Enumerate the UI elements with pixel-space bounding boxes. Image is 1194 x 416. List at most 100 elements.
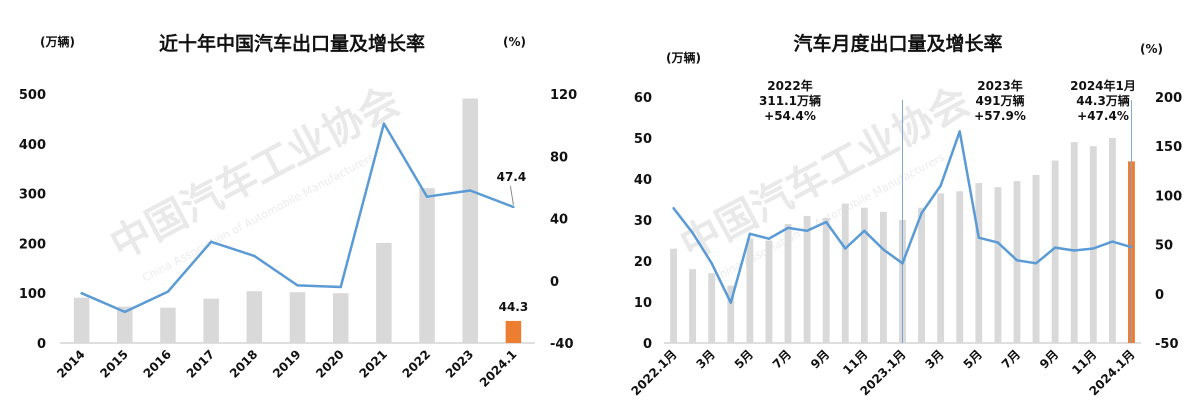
chart2-line-point-16 — [977, 236, 981, 239]
chart2-bar-2 — [708, 273, 716, 343]
chart1-line-point-9 — [469, 189, 472, 192]
chart2-annotation-0-line-0: 2022年 — [767, 78, 812, 93]
chart2-line-point-13 — [920, 211, 923, 215]
chart2-y-tick: 50 — [634, 132, 652, 147]
chart2-y-tick: 40 — [634, 173, 652, 188]
chart2-y2-tick: 150 — [1155, 140, 1182, 155]
chart2-bar-11 — [879, 211, 887, 343]
chart2-y2-tick: 0 — [1155, 288, 1164, 303]
chart1-y-tick: 300 — [19, 188, 46, 203]
chart1-line-point-6 — [339, 285, 342, 289]
chart2-annotation-0-line-2: +54.4% — [764, 109, 816, 123]
chart2-bar-17 — [994, 187, 1002, 343]
chart1-x-tick: 2014 — [54, 347, 88, 381]
chart1-line-point-10 — [512, 205, 515, 209]
chart2-y-tick: 20 — [634, 255, 652, 270]
chart1-y-tick: 100 — [19, 287, 46, 302]
chart2-y2-tick: 200 — [1155, 91, 1182, 106]
chart2-x-tick: 3月 — [694, 347, 718, 371]
chart2-line-point-12 — [901, 262, 904, 265]
chart1-line-point-1 — [123, 310, 126, 314]
chart2-bar-18 — [1013, 181, 1021, 343]
chart2-y2-tick: -50 — [1155, 337, 1179, 352]
chart2-bar-1 — [689, 269, 697, 343]
chart2-bar-10 — [860, 207, 868, 343]
chart2-y2-tick: 100 — [1155, 189, 1182, 204]
chart2-line-point-8 — [824, 220, 828, 224]
chart2-line-point-0 — [672, 206, 675, 210]
chart1-y-tick: 500 — [19, 88, 46, 103]
chart2-y-unit: (万辆) — [666, 50, 701, 65]
chart2-line-point-9 — [844, 247, 847, 250]
chart1-bar-3 — [203, 298, 219, 343]
chart2-bar-8 — [822, 217, 830, 343]
chart2-bar-6 — [784, 224, 792, 343]
chart1-bar-annotation: 44.3 — [499, 300, 529, 314]
chart2-line-point-14 — [939, 184, 942, 187]
chart2-bar-22 — [1089, 146, 1097, 343]
chart1-x-tick: 2019 — [270, 347, 304, 381]
chart1-line-point-0 — [80, 292, 83, 295]
chart2-line-point-20 — [1053, 246, 1057, 249]
chart2-line-point-19 — [1034, 262, 1038, 265]
chart1-x-tick: 2020 — [313, 347, 347, 381]
chart2-y-tick: 10 — [634, 296, 652, 311]
chart2-x-tick: 11月 — [1069, 347, 1099, 377]
chart1-y-unit: (万辆) — [40, 34, 75, 49]
chart2-annotation-1-line-0: 2023年 — [977, 78, 1022, 93]
chart2-line-point-4 — [748, 232, 752, 235]
chart2-annotation-2-line-2: +47.4% — [1077, 109, 1129, 123]
chart1-x-tick: 2016 — [141, 347, 175, 381]
chart2-annotation-2-line-0: 2024年1月 — [1070, 78, 1136, 93]
chart1-line-annotation-leader — [509, 185, 514, 206]
chart2-y2-unit: (%) — [1140, 42, 1163, 56]
chart1-bar-4 — [246, 291, 263, 343]
chart1-y2-unit: (%) — [503, 35, 526, 49]
chart2-bar-4 — [746, 238, 754, 343]
chart2-x-tick: 9月 — [1037, 347, 1061, 371]
chart1-line-point-3 — [209, 240, 213, 244]
chart1-line-point-4 — [253, 254, 256, 258]
chart2-bar-15 — [956, 191, 964, 343]
chart2-bar-16 — [975, 183, 983, 343]
chart1-title: 近十年中国汽车出口量及增长率 — [159, 32, 425, 55]
chart1-bar-2 — [160, 307, 176, 343]
chart1-y-tick: 200 — [19, 237, 46, 252]
chart1-bar-7 — [376, 242, 392, 343]
chart1-y2-tick: -40 — [550, 337, 574, 352]
chart2-line-point-6 — [786, 226, 790, 230]
chart2-x-tick: 9月 — [808, 347, 832, 371]
chart2-line-point-17 — [996, 241, 1000, 244]
chart1-bar-5 — [289, 292, 306, 343]
chart2-line-point-24 — [1130, 245, 1133, 249]
chart2-line-point-11 — [882, 248, 885, 251]
chart2-line-point-7 — [805, 229, 809, 233]
chart2-title: 汽车月度出口量及增长率 — [793, 32, 1002, 55]
chart2-y-tick: 30 — [634, 214, 652, 229]
chart1-x-tick: 2024.1 — [477, 347, 520, 390]
chart1-y2-tick: 80 — [550, 150, 568, 165]
chart1-x-tick: 2017 — [184, 347, 218, 381]
chart1-line-point-8 — [425, 195, 429, 198]
chart2-bar-0 — [670, 248, 677, 343]
chart1-line-point-5 — [296, 284, 299, 287]
chart2-bar-7 — [803, 215, 811, 343]
chart1-y-tick: 0 — [37, 337, 46, 352]
chart1-y2-tick: 0 — [550, 275, 559, 290]
chart2-x-tick: 7月 — [770, 347, 794, 371]
chart2-bar-9 — [841, 203, 849, 343]
chart1-bar-0 — [73, 297, 90, 343]
chart1-plot: 0 100 200 300 400 500 -40 0 40 80 120 2014 2015 2016 2… — [19, 88, 577, 390]
chart2-line-point-5 — [767, 237, 771, 240]
chart2-x-tick: 2022.1月 — [629, 347, 680, 398]
chart2-line-point-22 — [1092, 247, 1095, 250]
chart2-bar-20 — [1051, 160, 1059, 343]
chart2-x-tick: 3月 — [922, 347, 946, 371]
chart2-bar-14 — [937, 193, 945, 343]
chart1-x-tick: 2023 — [443, 347, 477, 381]
chart1-x-tick: 2021 — [356, 347, 390, 381]
chart2-annotation-1-line-1: 491万辆 — [975, 93, 1024, 108]
chart2-x-tick: 11月 — [840, 347, 870, 377]
chart2-line-point-3 — [729, 301, 732, 304]
chart1-x-tick: 2018 — [227, 347, 261, 381]
